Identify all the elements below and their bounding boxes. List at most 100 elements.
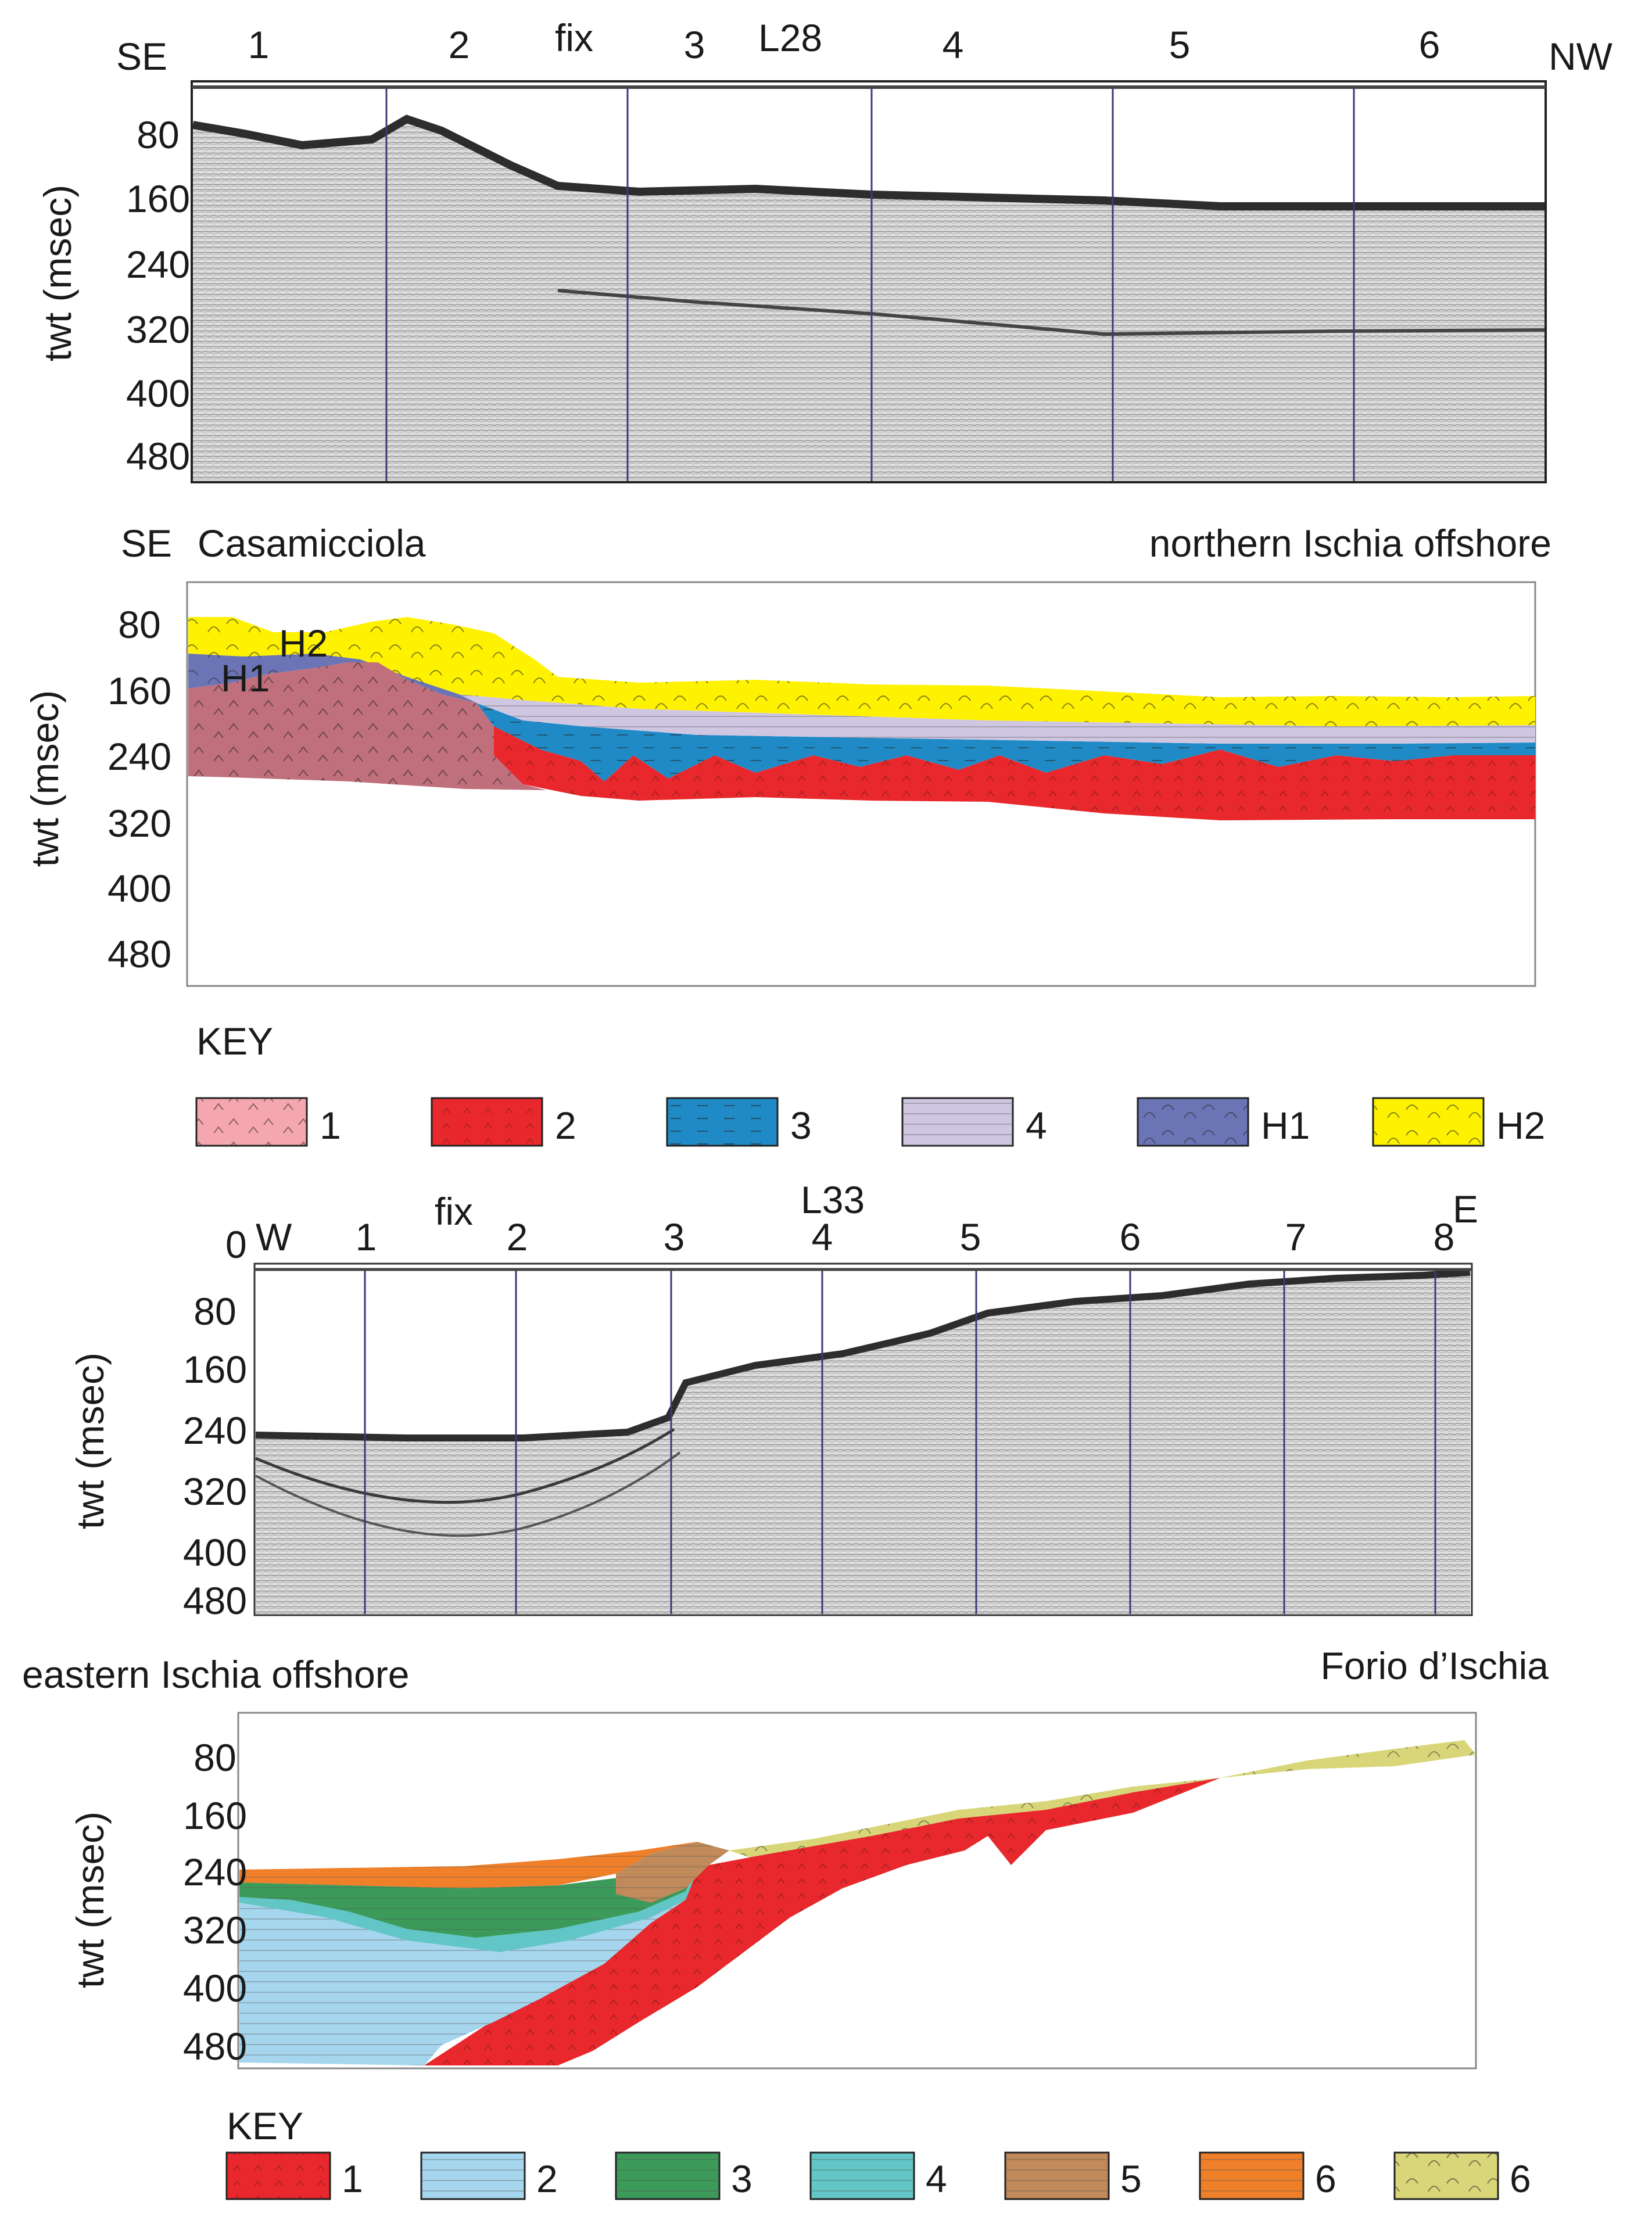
key2-swatch-label: 2	[536, 2157, 558, 2200]
p3-fix-number: 5	[960, 1215, 981, 1258]
key1-swatch-pattern	[902, 1098, 1013, 1146]
p1-fix-number: 4	[943, 23, 964, 66]
p1-y-axis: 80 160 240 320 400 480	[126, 113, 190, 478]
p1-fix-number: 6	[1419, 23, 1440, 66]
p1-fix-number: 1	[248, 23, 270, 66]
p3-fix-number: 2	[507, 1215, 528, 1258]
p4-ytick-label: 400	[183, 1967, 247, 2010]
p4-label-right: Forio d’Ischia	[1321, 1644, 1549, 1687]
p1-ytick-label: 240	[126, 243, 190, 286]
p2-ytick-label: 240	[107, 735, 171, 778]
p3-basin-reflector-2	[255, 1451, 681, 1537]
p4-ytick-label: 80	[193, 1736, 236, 1779]
p1-fix-lines	[385, 88, 1355, 481]
p1-dir-left: SE	[116, 35, 167, 78]
p3-fix-number: 6	[1120, 1215, 1141, 1258]
p2-ytick-label: 400	[107, 867, 171, 910]
p3-basin-reflector-1	[255, 1428, 675, 1504]
key1-swatch-label: 1	[320, 1104, 341, 1147]
p3-ytick-label: 320	[183, 1470, 247, 1513]
p1-ytick-label: 80	[137, 113, 179, 156]
p1-ytick-label: 480	[126, 435, 190, 478]
key2-swatch-pattern	[811, 2153, 914, 2199]
p4-ytick-label: 240	[183, 1850, 247, 1893]
p3-fix-number: 8	[1434, 1215, 1455, 1258]
p2-ytick-label: 480	[107, 932, 171, 975]
p3-ytick-label: 240	[183, 1409, 247, 1452]
p2-y-axis: 80 160 240 320 400 480	[107, 603, 171, 975]
p1-ytick-label: 160	[126, 177, 190, 220]
panel-l28-seismic: SE NW fix L28 1 2 3 4 5 6 80 160 240 320 400 480 t…	[36, 16, 1613, 483]
p3-dir-left: W	[256, 1215, 292, 1258]
p3-fix-number: 4	[812, 1215, 833, 1258]
p3-dir-right: E	[1453, 1188, 1478, 1231]
p3-seafloor-reflector	[255, 1269, 1471, 1441]
panel-l28-interpretation: SE Casamicciola northern Ischia offshore…	[23, 522, 1551, 987]
p3-ytick-label: 160	[183, 1348, 247, 1391]
p1-ytick-label: 320	[126, 308, 190, 351]
p2-ytick-label: 80	[118, 603, 160, 646]
p1-fix-number: 3	[684, 23, 705, 66]
key1-swatch-label: 3	[790, 1104, 812, 1147]
p4-ytick-label: 480	[183, 2025, 247, 2068]
p3-ytick-label: 480	[183, 1579, 247, 1622]
p3-zero-label: 0	[225, 1223, 247, 1266]
p2-label-left: Casamicciola	[198, 522, 426, 565]
key2-swatch-pattern	[1395, 2153, 1498, 2199]
p4-label-left: eastern Ischia offshore	[22, 1653, 410, 1696]
key1-swatch-pattern	[432, 1098, 542, 1146]
key2-swatch-pattern	[227, 2153, 330, 2199]
key2-swatch-label: 5	[1120, 2157, 1142, 2200]
key2-swatch-label: 4	[926, 2157, 947, 2200]
key1-swatch-label: 2	[555, 1104, 576, 1147]
p2-label-right: northern Ischia offshore	[1149, 522, 1551, 565]
key1-swatch-pattern	[1138, 1098, 1248, 1146]
key2-swatch-label: 1	[342, 2157, 363, 2200]
key2-swatch-label: 6	[1315, 2157, 1336, 2200]
key2-swatch-pattern	[616, 2153, 719, 2199]
p4-ytick-label: 160	[183, 1794, 247, 1837]
p4-y-axis: 80 160 240 320 400 480	[183, 1736, 247, 2068]
key2-swatch-label: 6	[1510, 2157, 1531, 2200]
key1-items: 1 2 3 4 H1 H2	[195, 1097, 1545, 1147]
p1-seafloor-reflector	[192, 114, 1545, 210]
key-2: KEY 1 2 3 4 5 6 6	[225, 2104, 1531, 2200]
key1-swatch-pattern	[196, 1098, 307, 1146]
p1-deep-reflector	[557, 289, 1545, 336]
key2-swatch-pattern	[1200, 2153, 1303, 2199]
p2-ylabel: twt (msec)	[23, 690, 66, 867]
p1-ylabel: twt (msec)	[36, 185, 79, 361]
p2-ytick-label: 320	[107, 802, 171, 845]
p3-fix-lines	[364, 1271, 1436, 1614]
panel-l33-seismic: fix L33 0 W E 1 2 3 4 5 6 7 8 80 160 240 320 400 480…	[69, 1178, 1478, 1622]
key2-swatch-pattern	[421, 2153, 525, 2199]
p3-fix-label: fix	[435, 1190, 473, 1233]
key-1: KEY 1 2 3 4 H1 H2	[195, 1020, 1545, 1147]
key2-title: KEY	[227, 2104, 303, 2147]
p1-dir-right: NW	[1549, 35, 1613, 78]
p1-line-id: L28	[758, 16, 822, 59]
p2-label-h2: H2	[279, 622, 328, 665]
p2-label-h1: H1	[221, 657, 270, 700]
key1-swatch-pattern	[667, 1098, 777, 1146]
key2-swatch-pattern	[1005, 2153, 1109, 2199]
key1-swatch-pattern	[1373, 1098, 1483, 1146]
panel-l33-interpretation: eastern Ischia offshore Forio d’Ischia 8…	[22, 1644, 1549, 2070]
p2-dir-left: SE	[121, 522, 172, 565]
p1-fix-number: 2	[449, 23, 470, 66]
p3-fix-number: 1	[356, 1215, 377, 1258]
p3-y-axis: 80 160 240 320 400 480	[183, 1290, 247, 1622]
p3-fix-number: 7	[1285, 1215, 1307, 1258]
key1-swatch-label: H2	[1496, 1104, 1545, 1147]
p4-ytick-label: 320	[183, 1909, 247, 1952]
p1-fix-number: 5	[1169, 23, 1191, 66]
p4-ylabel: twt (msec)	[69, 1812, 112, 1988]
p3-ytick-label: 80	[193, 1290, 236, 1333]
p1-fix-numbers: 1 2 3 4 5 6	[248, 23, 1440, 66]
p3-ytick-label: 400	[183, 1531, 247, 1574]
key1-swatch-label: H1	[1261, 1104, 1310, 1147]
key1-title: KEY	[196, 1020, 273, 1063]
key2-items: 1 2 3 4 5 6 6	[225, 2151, 1531, 2200]
p3-ylabel: twt (msec)	[69, 1353, 112, 1529]
